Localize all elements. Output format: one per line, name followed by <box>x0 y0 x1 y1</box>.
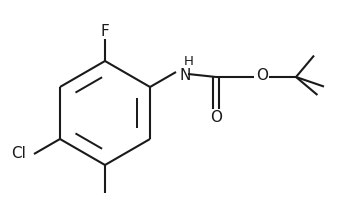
Text: F: F <box>101 23 109 38</box>
Text: O: O <box>210 111 222 126</box>
Text: H: H <box>184 55 194 68</box>
Text: Cl: Cl <box>11 146 26 161</box>
Text: O: O <box>256 69 268 83</box>
Text: N: N <box>179 69 190 83</box>
